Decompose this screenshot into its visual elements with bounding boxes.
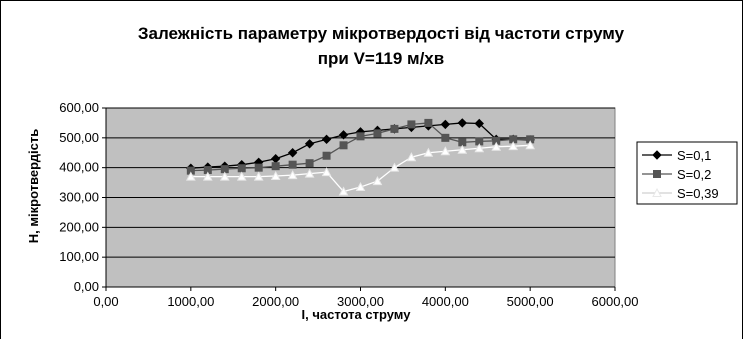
data-point xyxy=(441,133,450,142)
data-point xyxy=(237,164,246,173)
data-point xyxy=(373,129,382,138)
data-point xyxy=(424,118,433,127)
data-point xyxy=(254,163,263,172)
data-point xyxy=(440,146,451,156)
data-point xyxy=(288,160,297,169)
x-tick-labels: 0,00 1000,00 2000,00 3000,00 4000,00 5000,00 6… xyxy=(93,287,639,309)
data-point xyxy=(339,141,348,150)
x-tick-label: 5000,00 xyxy=(507,294,554,309)
x-axis-label: I, частота струму xyxy=(302,307,412,322)
x-tick-label: 3000,00 xyxy=(337,294,384,309)
data-series xyxy=(185,118,536,196)
x-tick-label: 1000,00 xyxy=(167,294,214,309)
data-point xyxy=(236,171,247,181)
y-axis-label: H, мікротвердість xyxy=(26,129,41,243)
data-point xyxy=(202,171,213,181)
data-point xyxy=(390,124,399,133)
data-point xyxy=(474,118,484,129)
data-point xyxy=(305,159,314,168)
y-tick-label: 100,00 xyxy=(59,249,99,264)
data-point xyxy=(423,147,434,157)
data-point xyxy=(508,141,519,151)
y-tick-label: 400,00 xyxy=(59,160,99,175)
x-tick-label: 4000,00 xyxy=(422,294,469,309)
data-point xyxy=(338,186,349,196)
data-point xyxy=(406,152,417,162)
data-point xyxy=(304,168,315,178)
legend-label: S=0,39 xyxy=(677,186,719,201)
y-tick-label: 0,00 xyxy=(74,279,99,294)
y-tick-label: 300,00 xyxy=(59,190,99,205)
data-point xyxy=(407,120,416,129)
legend: S=0,1 S=0,2 S=0,39 xyxy=(636,141,738,205)
data-point xyxy=(271,162,280,171)
chart-title-line1: Залежність параметру мікротвердості від … xyxy=(138,24,625,43)
data-point xyxy=(389,162,400,172)
data-point xyxy=(270,170,281,181)
data-point xyxy=(440,119,451,130)
data-point xyxy=(253,171,264,181)
chart-title-line2: при V=119 м/хв xyxy=(318,49,444,68)
data-point xyxy=(287,170,298,180)
data-point xyxy=(321,167,332,177)
data-point xyxy=(525,140,536,150)
legend-marker xyxy=(652,150,662,160)
y-tick-labels: 0,00 100,00 200,00 300,00 400,00 500,00 600,00 xyxy=(59,100,106,294)
data-point xyxy=(287,148,298,158)
data-point xyxy=(372,176,383,186)
data-point xyxy=(304,139,315,149)
legend-label: S=0,2 xyxy=(677,167,711,182)
series-2 xyxy=(186,118,535,175)
data-point xyxy=(322,151,331,160)
x-tick-label: 6000,00 xyxy=(592,294,639,309)
x-tick-label: 0,00 xyxy=(93,294,118,309)
data-point xyxy=(219,171,230,181)
x-tick-label: 2000,00 xyxy=(252,294,299,309)
y-tick-label: 500,00 xyxy=(59,130,99,145)
legend-label: S=0,1 xyxy=(677,148,711,163)
data-point xyxy=(338,130,349,140)
data-point xyxy=(356,132,365,141)
data-point xyxy=(355,181,366,192)
y-tick-label: 600,00 xyxy=(59,100,99,115)
data-point xyxy=(321,134,332,145)
data-point xyxy=(457,118,468,128)
data-point xyxy=(185,171,196,181)
y-tick-label: 200,00 xyxy=(59,219,99,234)
legend-marker xyxy=(653,170,661,178)
chart-frame: Залежність параметру мікротвердості від … xyxy=(0,0,743,339)
data-point xyxy=(491,141,502,151)
legend-marker xyxy=(652,187,662,197)
data-point xyxy=(457,144,468,154)
series-3 xyxy=(185,140,536,196)
data-point xyxy=(474,143,485,153)
